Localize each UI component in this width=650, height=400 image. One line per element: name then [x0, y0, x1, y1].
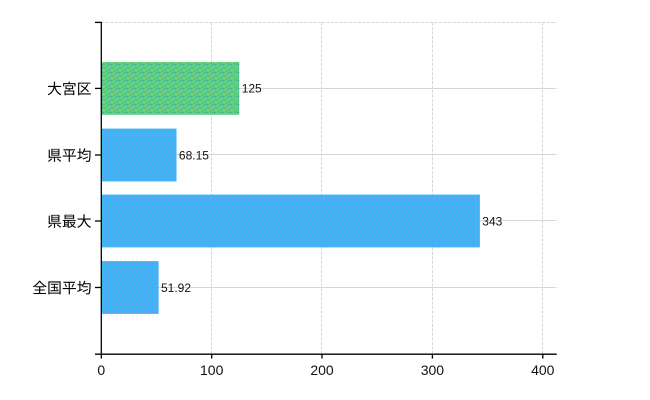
svg-text:100: 100 — [200, 362, 224, 378]
svg-text:400: 400 — [531, 362, 555, 378]
svg-text:0: 0 — [97, 362, 105, 378]
svg-text:68.15: 68.15 — [179, 148, 209, 162]
svg-text:125: 125 — [242, 82, 262, 96]
svg-text:51.92: 51.92 — [161, 281, 191, 295]
svg-text:200: 200 — [310, 362, 334, 378]
svg-text:343: 343 — [482, 214, 502, 228]
svg-text:300: 300 — [421, 362, 445, 378]
